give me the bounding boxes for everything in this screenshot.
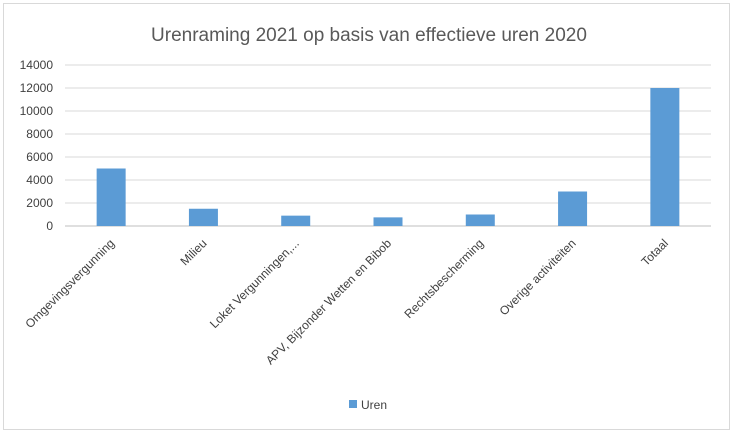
x-tick-label: Milieu: [177, 236, 209, 268]
legend: Uren: [349, 398, 387, 412]
bar: [558, 191, 588, 226]
bar: [373, 217, 403, 226]
y-tick-label: 14000: [20, 58, 54, 72]
bar: [281, 215, 311, 226]
y-tick-label: 0: [46, 219, 53, 233]
bar: [96, 168, 126, 226]
legend-label-uren: Uren: [361, 398, 387, 412]
y-tick-label: 2000: [26, 196, 53, 210]
x-tick-label: Overige activiteiten: [497, 236, 579, 318]
bars: [96, 88, 680, 226]
bar: [650, 88, 680, 226]
y-tick-label: 12000: [20, 81, 54, 95]
x-tick-label: Rechtsbescherming: [402, 236, 487, 321]
y-tick-label: 6000: [26, 150, 53, 164]
chart-canvas: Urenraming 2021 op basis van effectieve …: [20, 25, 711, 412]
x-tick-label: Totaal: [638, 236, 671, 269]
y-tick-label: 8000: [26, 127, 53, 141]
y-tick-label: 4000: [26, 173, 53, 187]
bar: [188, 208, 218, 226]
legend-swatch-uren: [349, 400, 357, 408]
chart-area: Urenraming 2021 op basis van effectieve …: [3, 3, 730, 430]
bar: [465, 214, 495, 226]
x-tick-label: Loket Vergunningen,...: [207, 236, 302, 331]
x-tick-label: Omgevingsvergunning: [22, 236, 117, 331]
gridlines: [65, 64, 711, 227]
y-tick-label: 10000: [20, 104, 54, 118]
y-axis: 0 2000 4000 6000 8000 10000 12000 14000: [20, 58, 54, 233]
chart-title: Urenraming 2021 op basis van effectieve …: [151, 25, 587, 46]
